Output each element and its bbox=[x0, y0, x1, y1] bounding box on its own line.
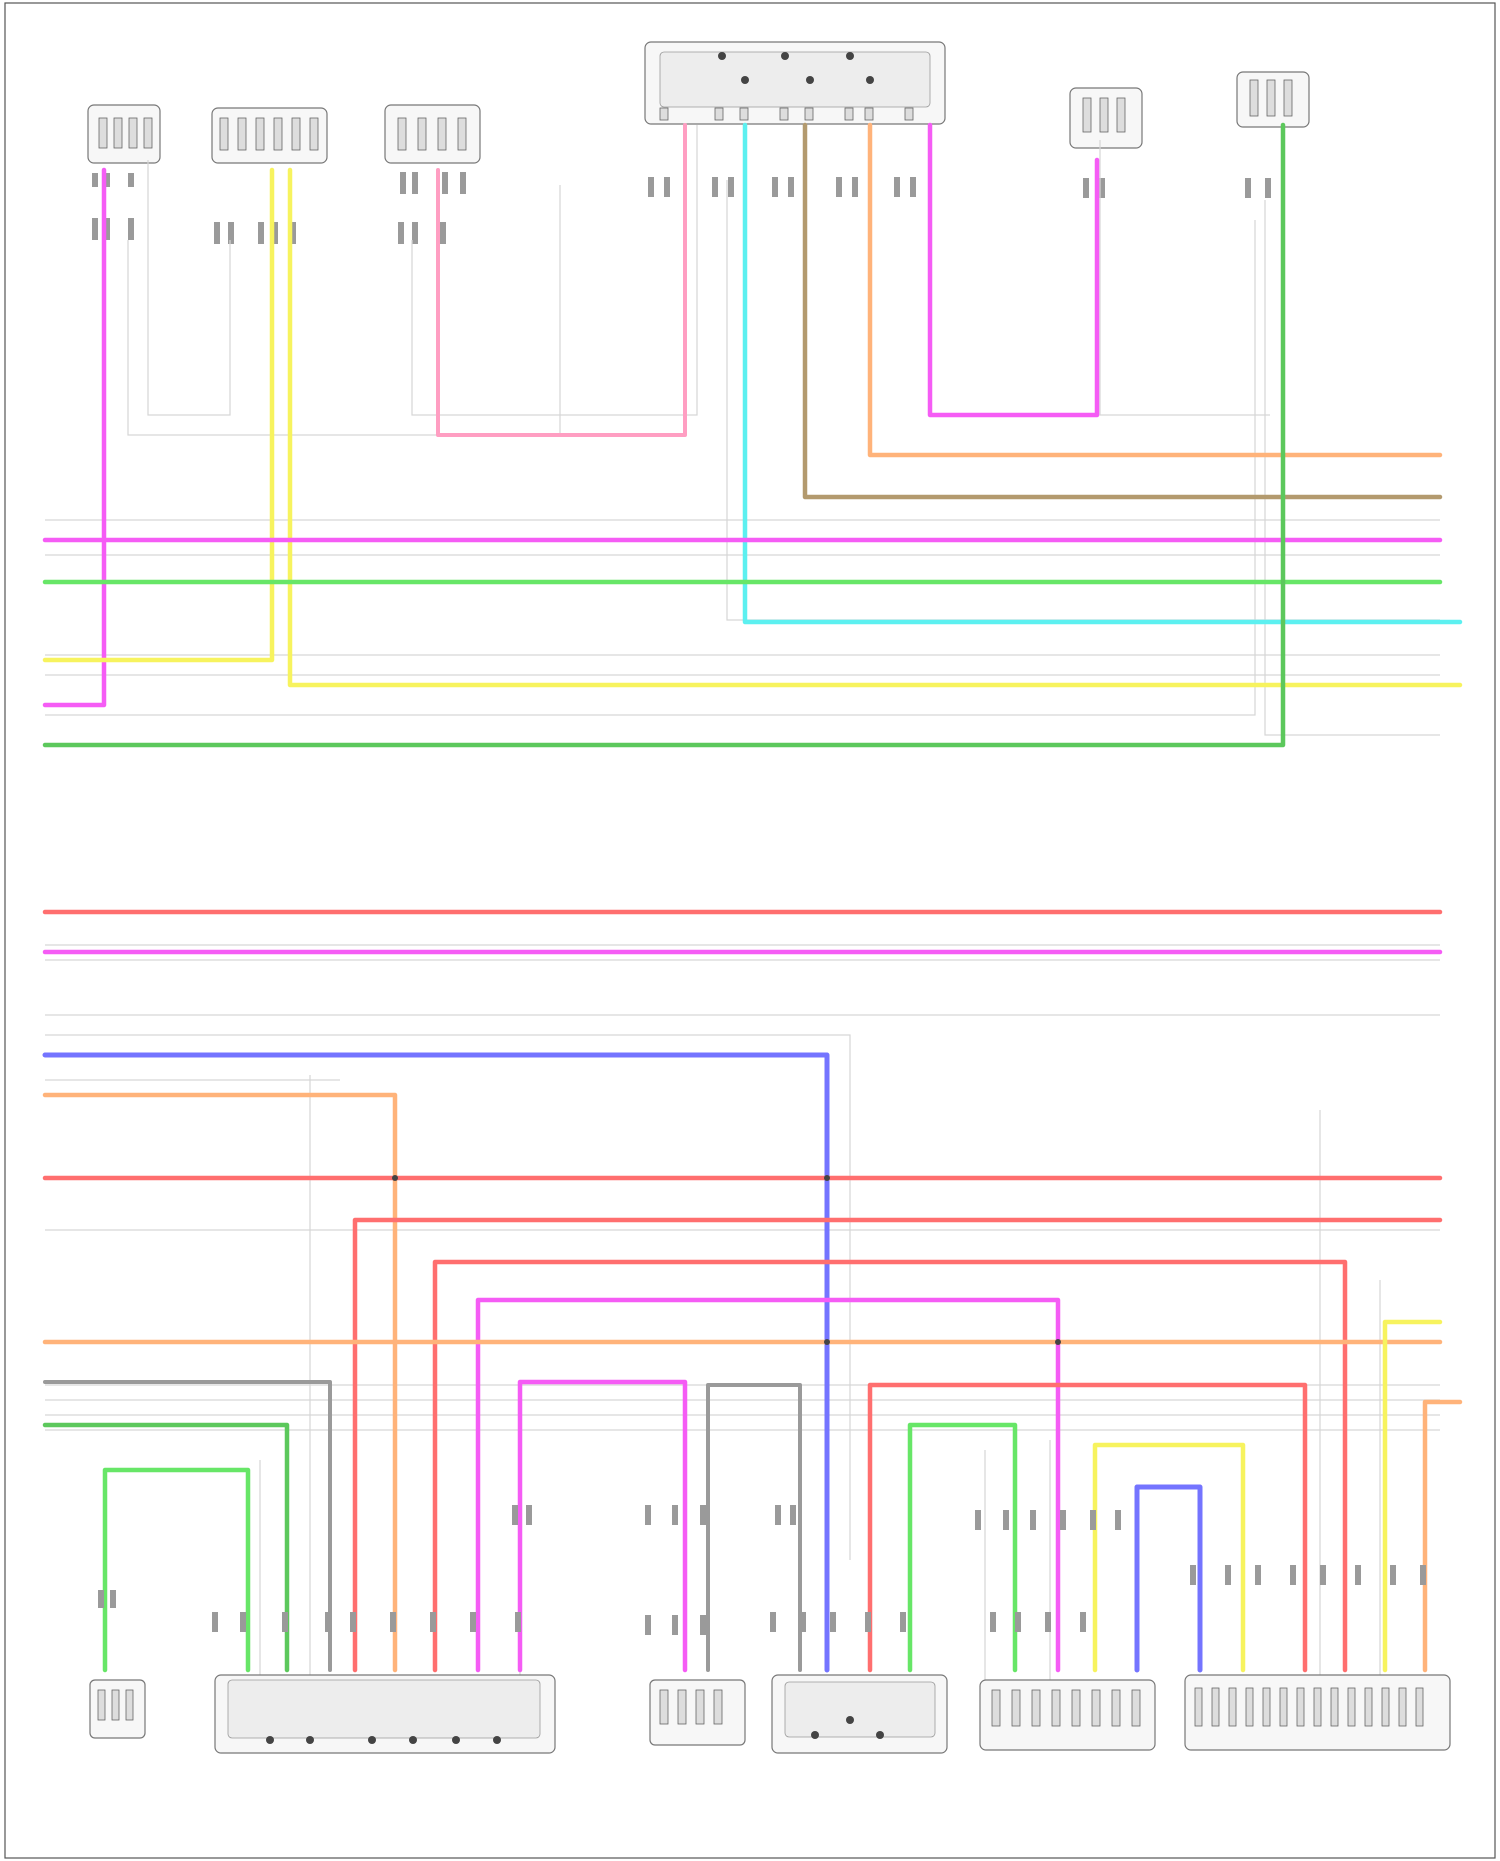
connector-bottom-5 bbox=[979, 1679, 1156, 1751]
wire-pink-1 bbox=[436, 123, 687, 437]
wire-magenta-1 bbox=[42, 167, 107, 708]
wire-magenta-5 bbox=[475, 1297, 1061, 1673]
wire-yellow-2 bbox=[287, 167, 1463, 688]
wire-olive-1 bbox=[802, 122, 1443, 500]
wire-red-3 bbox=[352, 1217, 1443, 1673]
colored-wires bbox=[42, 122, 1463, 1673]
connector-top-1 bbox=[87, 104, 161, 164]
wire-orange-1 bbox=[867, 122, 1443, 458]
splice-points bbox=[392, 1175, 1061, 1345]
inline-connector-ticks-top bbox=[92, 172, 1271, 244]
connector-bottom-6 bbox=[1184, 1674, 1451, 1751]
wire-blue-1 bbox=[42, 1052, 830, 1673]
wire-yellow-1 bbox=[42, 167, 275, 663]
wire-blue-2 bbox=[1134, 1484, 1203, 1673]
wire-magenta-2 bbox=[927, 122, 1100, 418]
connector-top-4 bbox=[644, 41, 946, 125]
bottom-connectors bbox=[89, 1674, 1451, 1754]
wire-cyan-1 bbox=[742, 122, 1463, 625]
wire-green-3 bbox=[102, 1467, 251, 1673]
wire-magenta-6 bbox=[517, 1379, 688, 1673]
wire-orange-2 bbox=[42, 1092, 398, 1673]
wire-yellow-3 bbox=[1092, 1442, 1246, 1673]
connector-bottom-2 bbox=[214, 1674, 556, 1754]
diagram-frame bbox=[4, 2, 1496, 1859]
connector-top-5 bbox=[1069, 87, 1143, 149]
wire-dark-green-1 bbox=[42, 122, 1286, 748]
connector-top-6 bbox=[1236, 71, 1310, 128]
wire-gray-1 bbox=[43, 1380, 332, 1672]
wire-green-2 bbox=[907, 1422, 1018, 1673]
connector-top-2 bbox=[211, 107, 328, 164]
connector-bottom-4 bbox=[771, 1674, 948, 1754]
wire-gray-2 bbox=[706, 1383, 802, 1672]
connector-bottom-3 bbox=[649, 1679, 746, 1746]
inline-connector-ticks-bottom bbox=[98, 1505, 1426, 1635]
connector-bottom-1 bbox=[89, 1679, 146, 1739]
connector-top-3 bbox=[384, 104, 481, 164]
wire-red-4 bbox=[432, 1259, 1348, 1673]
wire-dark-green-2 bbox=[42, 1422, 290, 1673]
top-connectors bbox=[87, 41, 1310, 164]
wire-red-5 bbox=[867, 1382, 1308, 1673]
wire-yellow-4 bbox=[1382, 1319, 1443, 1673]
wire-orange-4 bbox=[1422, 1399, 1463, 1673]
